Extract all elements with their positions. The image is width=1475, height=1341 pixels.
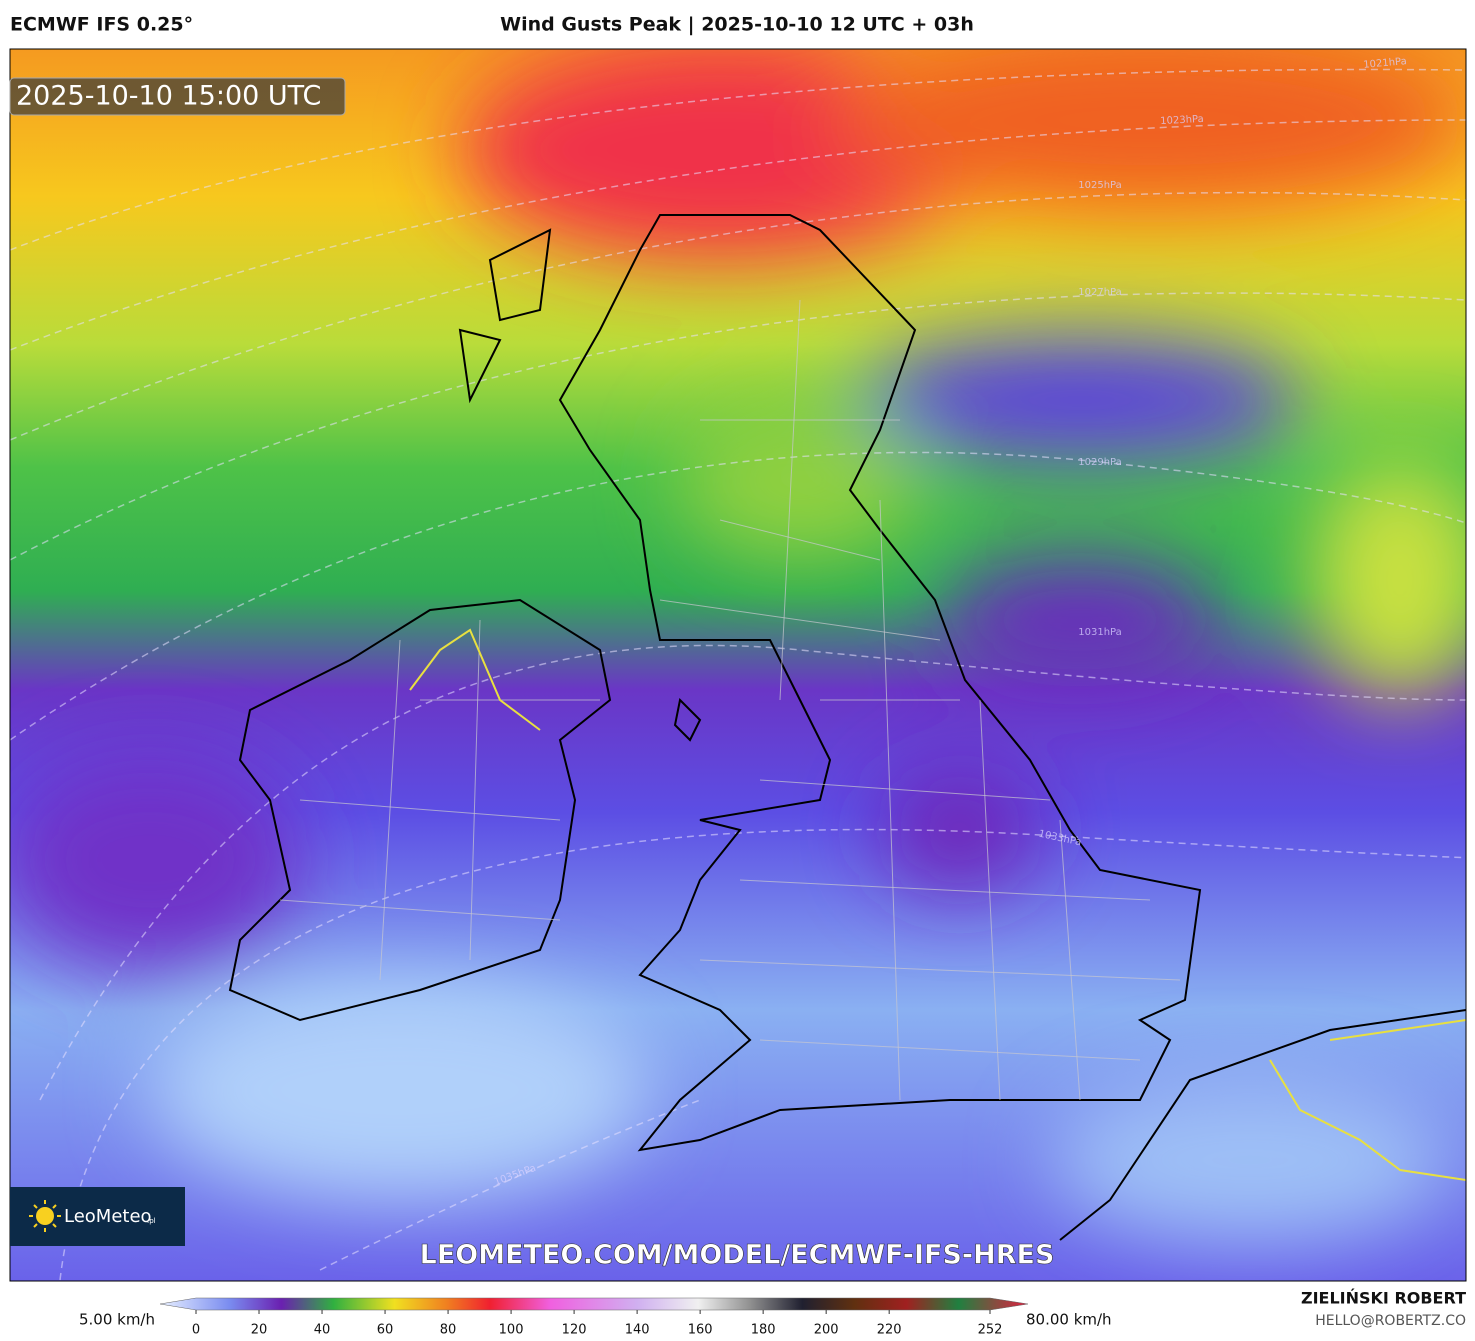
border-continent xyxy=(1269,1019,1466,1181)
colorbar-tick-label: 100 xyxy=(499,1323,524,1338)
map-area xyxy=(10,49,1466,1281)
isobars xyxy=(10,68,1466,1281)
colorbar-tick-label: 120 xyxy=(562,1323,587,1338)
logo-name: LeoMeteo xyxy=(64,1206,152,1227)
colorbar-tick-label: 0 xyxy=(192,1323,200,1338)
colorbar-tick-label: 80 xyxy=(440,1323,457,1338)
isobar-label: 1025hPa xyxy=(1078,180,1122,191)
border-ni xyxy=(409,628,541,731)
colorbar-min-label: 5.00 km/h xyxy=(79,1311,155,1329)
colorbar-max-label: 80.00 km/h xyxy=(1026,1311,1112,1329)
isobar-label: 1031hPa xyxy=(1078,627,1122,638)
valid-time: 2025-10-10 15:00 UTC xyxy=(16,81,321,112)
colorbar xyxy=(159,1297,1029,1311)
map-frame xyxy=(9,48,1467,1282)
colorbar-ticks: 0 20 40 60 80 100 120 140 160 180 200 220 252 xyxy=(192,1310,1003,1338)
colorbar-tick-label: 40 xyxy=(314,1323,331,1338)
time-box xyxy=(9,77,346,116)
isobar-label: 1023hPa xyxy=(1160,114,1204,127)
colorbar-tick-label: 200 xyxy=(814,1323,839,1338)
credit-email: HELLO@ROBERTZ.CO xyxy=(1315,1313,1466,1329)
colorbar-tick-label: 20 xyxy=(251,1323,268,1338)
wind-field-blobs xyxy=(10,49,1466,1240)
logo-sun xyxy=(36,1207,54,1225)
colorbar-tick-label: 60 xyxy=(377,1323,394,1338)
credit-author: ZIELIŃSKI ROBERT xyxy=(1301,1289,1466,1308)
model-name: ECMWF IFS 0.25° xyxy=(10,14,193,36)
colorbar-tick-label: 252 xyxy=(978,1323,1003,1338)
colorbar-tick-label: 180 xyxy=(751,1323,776,1338)
colorbar-tick-label: 160 xyxy=(688,1323,713,1338)
isobar-label: 1027hPa xyxy=(1078,287,1122,298)
logo-suffix: .pl xyxy=(147,1217,156,1225)
admin-borders xyxy=(279,299,1181,1101)
source-url: LEOMETEO.COM/MODEL/ECMWF-IFS-HRES xyxy=(420,1240,1055,1271)
colorbar-tick-label: 220 xyxy=(877,1323,902,1338)
colorbar-tick-label: 140 xyxy=(625,1323,650,1338)
map-title: Wind Gusts Peak | 2025-10-10 12 UTC + 03… xyxy=(500,14,974,36)
isobar-label: 1021hPa xyxy=(1363,56,1407,71)
coastlines xyxy=(228,214,1466,1241)
isobar-label: 1029hPa xyxy=(1078,457,1122,468)
logo-rays xyxy=(29,1200,61,1232)
